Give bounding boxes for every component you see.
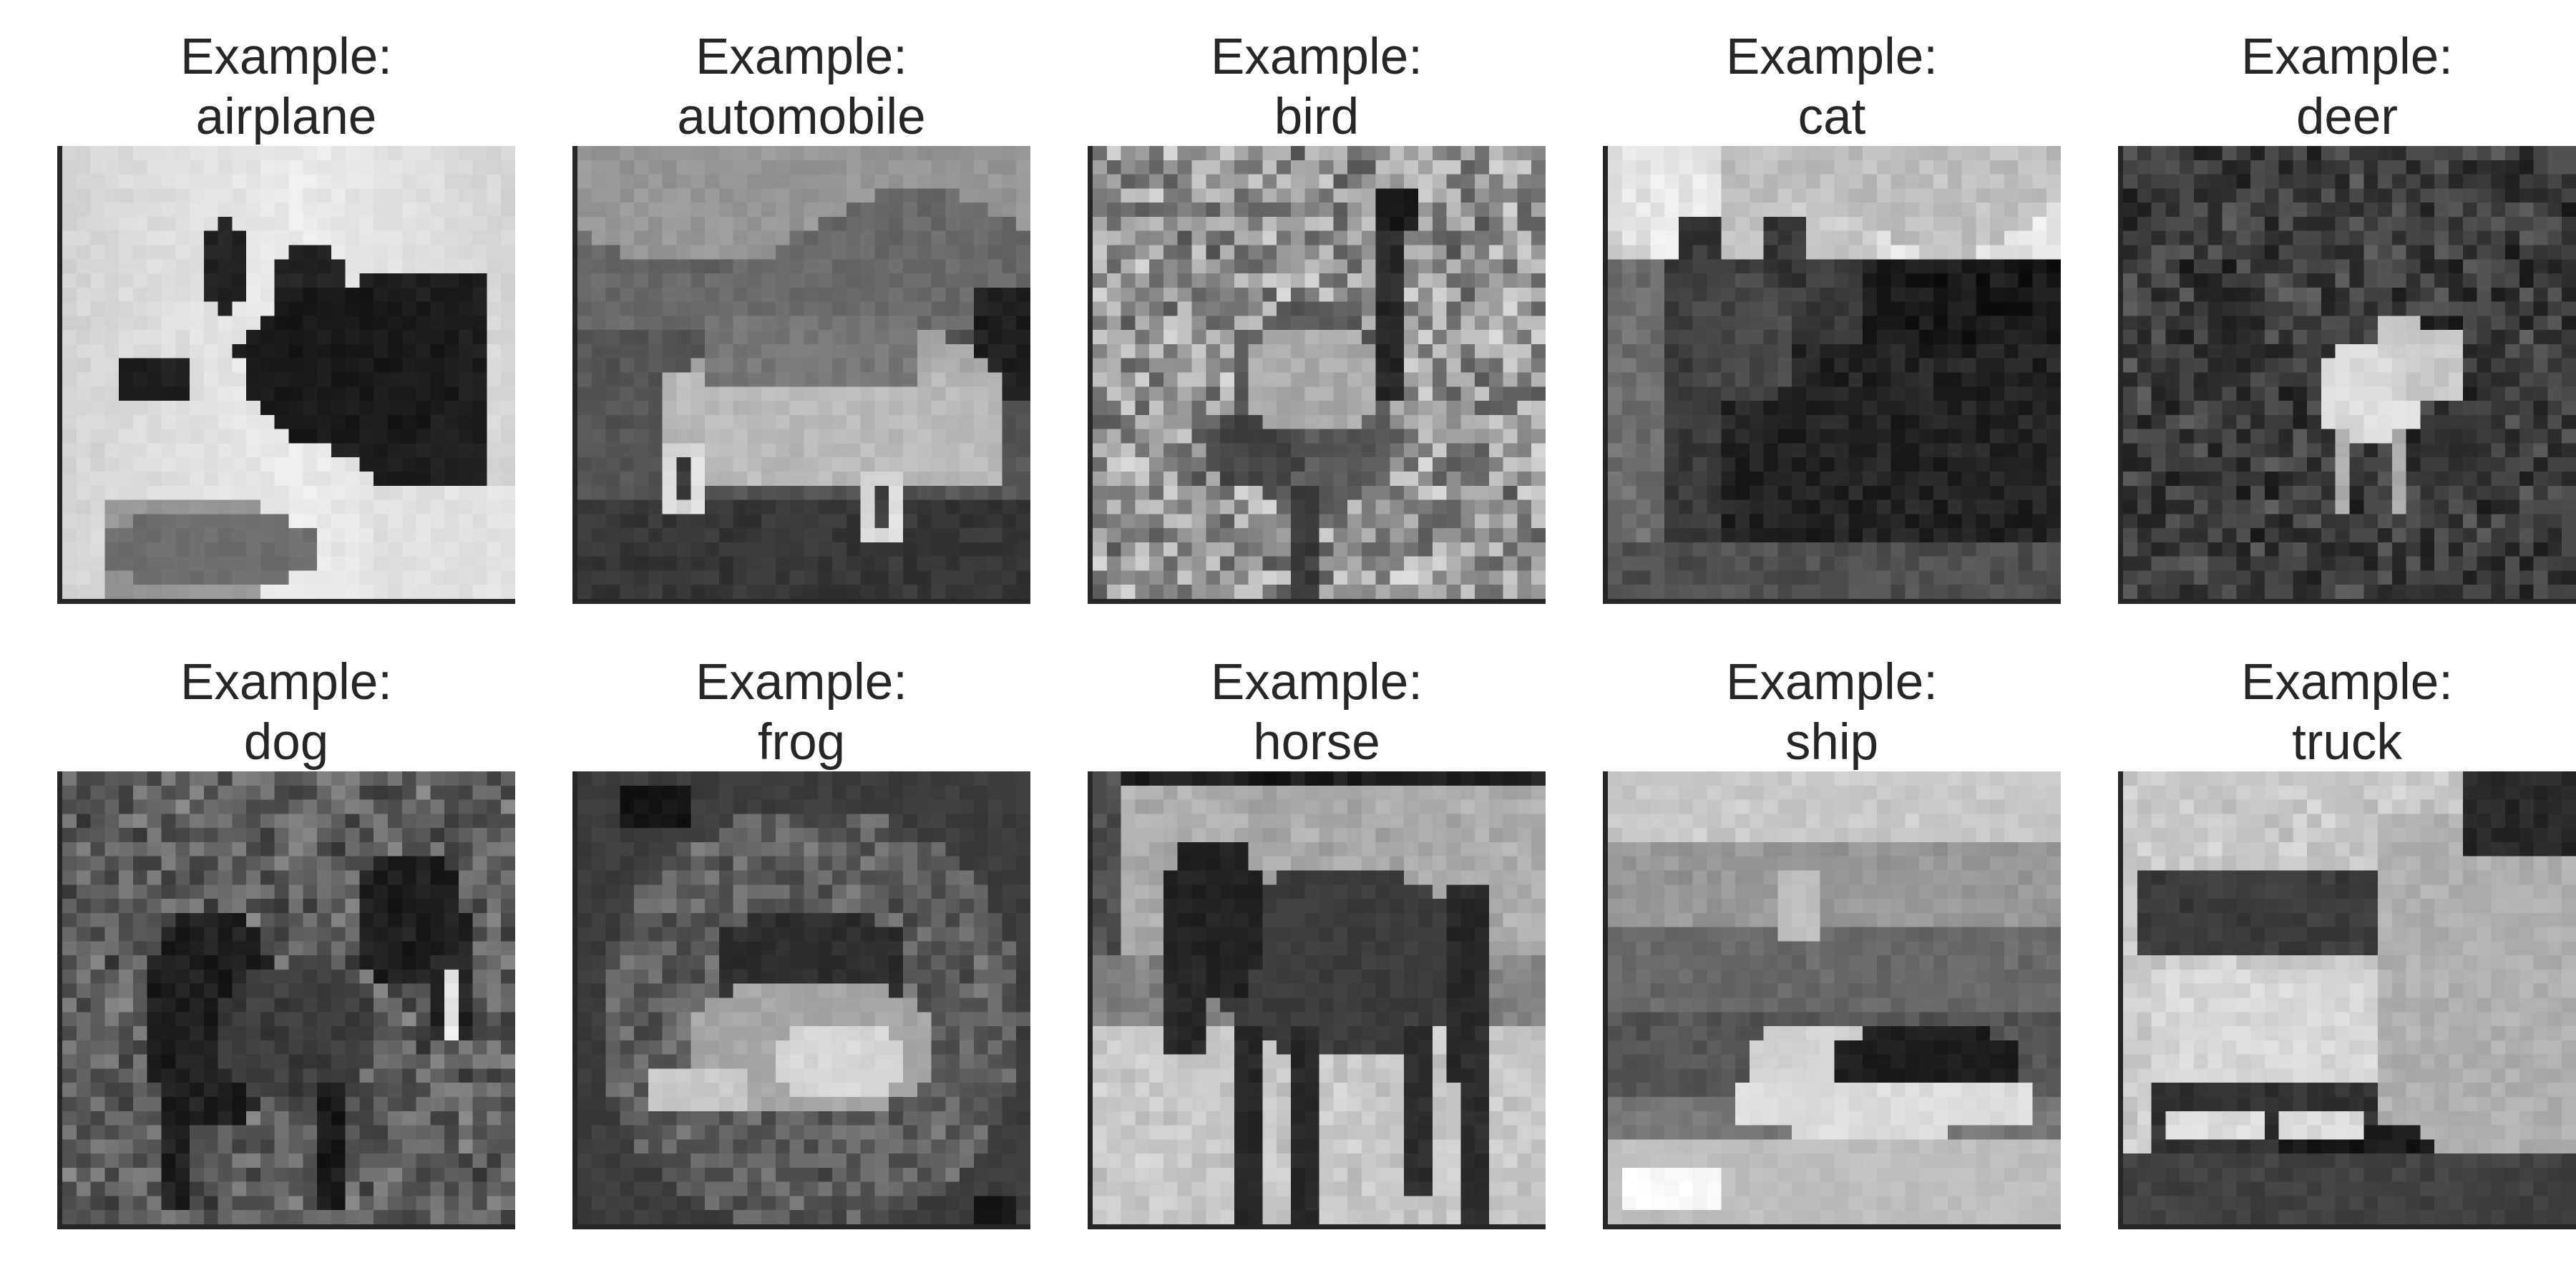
- example-image-dog: [62, 771, 515, 1224]
- example-image-axes: [1088, 771, 1546, 1229]
- example-class-label: ship: [1785, 714, 1879, 771]
- example-title: Example: automobile: [572, 27, 1030, 147]
- example-title: Example: ship: [1603, 653, 2061, 773]
- example-image-deer: [2123, 146, 2576, 599]
- example-title-prefix: Example:: [1726, 29, 1938, 85]
- example-class-label: deer: [2296, 89, 2399, 145]
- example-image-axes: [572, 146, 1030, 604]
- example-image-truck: [2123, 771, 2576, 1224]
- example-title: Example: cat: [1603, 27, 2061, 147]
- example-image-axes: [2118, 146, 2576, 604]
- example-class-label: dog: [243, 714, 329, 771]
- example-title-prefix: Example:: [1211, 29, 1423, 85]
- example-title-prefix: Example:: [2241, 654, 2453, 711]
- example-title: Example: truck: [2118, 653, 2576, 773]
- example-title-prefix: Example:: [180, 654, 392, 711]
- example-title-prefix: Example:: [180, 29, 392, 85]
- example-image-automobile: [577, 146, 1030, 599]
- example-title-prefix: Example:: [696, 654, 907, 711]
- example-image-bird: [1093, 146, 1546, 599]
- example-image-axes: [1603, 146, 2061, 604]
- example-image-horse: [1093, 771, 1546, 1224]
- example-title-prefix: Example:: [2241, 29, 2453, 85]
- example-title: Example: airplane: [57, 27, 515, 147]
- example-title: Example: deer: [2118, 27, 2576, 147]
- example-image-axes: [57, 146, 515, 604]
- example-title-prefix: Example:: [696, 29, 907, 85]
- example-class-label: automobile: [677, 89, 926, 145]
- example-image-axes: [572, 771, 1030, 1229]
- example-image-airplane: [62, 146, 515, 599]
- example-title: Example: horse: [1088, 653, 1546, 773]
- example-image-axes: [2118, 771, 2576, 1229]
- example-class-label: cat: [1797, 89, 1866, 145]
- example-class-label: bird: [1274, 89, 1360, 145]
- example-title: Example: bird: [1088, 27, 1546, 147]
- example-title-prefix: Example:: [1211, 654, 1423, 711]
- example-class-label: truck: [2292, 714, 2402, 771]
- example-image-cat: [1608, 146, 2061, 599]
- example-title: Example: frog: [572, 653, 1030, 773]
- example-image-frog: [577, 771, 1030, 1224]
- example-image-ship: [1608, 771, 2061, 1224]
- example-title-prefix: Example:: [1726, 654, 1938, 711]
- example-title: Example: dog: [57, 653, 515, 773]
- example-image-axes: [57, 771, 515, 1229]
- example-class-label: frog: [757, 714, 846, 771]
- example-class-label: horse: [1253, 714, 1380, 771]
- example-image-axes: [1088, 146, 1546, 604]
- example-class-label: airplane: [195, 89, 377, 145]
- example-image-axes: [1603, 771, 2061, 1229]
